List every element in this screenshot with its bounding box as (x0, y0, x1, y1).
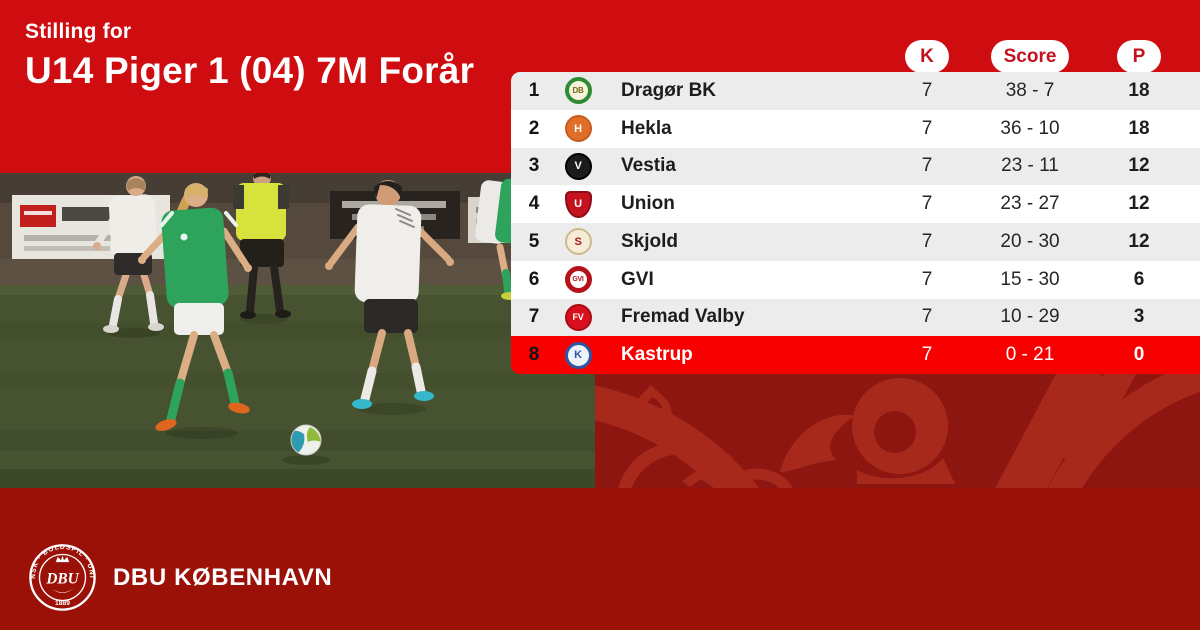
org-name: DBU KØBENHAVN (113, 563, 333, 591)
team-name: Skjold (621, 230, 679, 252)
points: 18 (1128, 117, 1150, 139)
points: 12 (1128, 155, 1150, 177)
standings-table: 1 DB Dragør BK 7 38 - 7 18 2 H Hekla 7 36 - 10 18 3 V… (511, 72, 1200, 374)
points: 12 (1128, 230, 1150, 252)
team-name: GVI (621, 268, 654, 290)
rank: 4 (528, 193, 540, 215)
football (290, 424, 322, 456)
bottom-red-band (0, 488, 1200, 630)
points: 3 (1133, 306, 1145, 328)
match-photo (0, 173, 595, 488)
club-logo-wrap: K (557, 341, 599, 369)
dbu-crest-logo: DANSK · BOLDSPIL · UNION DBU 1889 (28, 543, 96, 611)
matches-played: 7 (921, 193, 933, 215)
matches-played: 7 (921, 79, 933, 101)
goal-score: 23 - 27 (1000, 193, 1060, 215)
club-logo-wrap: DB (557, 77, 599, 105)
team-name: Kastrup (621, 344, 693, 366)
table-row: 8 K Kastrup 7 0 - 21 0 (511, 336, 1200, 374)
goal-score: 10 - 29 (1000, 306, 1060, 328)
club-logo-wrap: S (557, 228, 599, 256)
column-header-k: K (905, 40, 949, 73)
goal-score: 23 - 11 (1001, 155, 1059, 177)
table-row: 7 FV Fremad Valby 7 10 - 29 3 (511, 298, 1200, 337)
club-logo-fremad-valby-icon: FV (564, 303, 592, 331)
player-green-main (138, 183, 252, 431)
club-logo-wrap: U (557, 190, 599, 218)
rank: 6 (528, 268, 540, 290)
matches-played: 7 (921, 344, 933, 366)
goal-score: 0 - 21 (1005, 344, 1055, 366)
subtitle: Stilling for (25, 20, 132, 43)
club-logo-vestia-icon: V (564, 152, 592, 180)
club-logo-wrap: H (557, 115, 599, 143)
matches-played: 7 (921, 306, 933, 328)
club-logo-skjold-icon: S (564, 228, 592, 256)
team-name: Vestia (621, 155, 676, 177)
club-logo-wrap: FV (557, 303, 599, 331)
rank: 7 (528, 306, 540, 328)
matches-played: 7 (921, 230, 933, 252)
table-row: 5 S Skjold 7 20 - 30 12 (511, 223, 1200, 261)
club-logo-wrap: V (557, 152, 599, 180)
club-logo-gvi-icon: GVI (564, 266, 592, 294)
rank: 3 (528, 155, 540, 177)
goal-score: 20 - 30 (1000, 230, 1060, 252)
points: 0 (1133, 344, 1145, 366)
club-logo-dragor-bk-icon: DB (564, 77, 592, 105)
team-name: Dragør BK (621, 79, 717, 101)
table-row: 6 GVI GVI 7 15 - 30 6 (511, 260, 1200, 299)
matches-played: 7 (921, 268, 933, 290)
crest-wings-icon (51, 589, 74, 593)
points: 12 (1128, 193, 1150, 215)
dbu-crest-watermark: D A (595, 374, 1200, 488)
table-row: 1 DB Dragør BK 7 38 - 7 18 (511, 72, 1200, 110)
rank: 5 (528, 230, 540, 252)
column-header-score: Score (991, 40, 1069, 73)
team-name: Hekla (621, 117, 672, 139)
club-logo-kastrup-icon: K (564, 341, 592, 369)
crest-center-text: DBU (45, 570, 79, 587)
standings-rows: 1 DB Dragør BK 7 38 - 7 18 2 H Hekla 7 36 - 10 18 3 V… (511, 72, 1200, 374)
table-row: 3 V Vestia 7 23 - 11 12 (511, 147, 1200, 186)
points: 6 (1133, 268, 1145, 290)
crest-year: 1889 (55, 600, 70, 607)
player-white-right (325, 180, 454, 409)
footer: DANSK · BOLDSPIL · UNION DBU 1889 DBU KØ… (28, 543, 332, 612)
club-logo-hekla-icon: H (564, 115, 592, 143)
table-row: 2 H Hekla 7 36 - 10 18 (511, 109, 1200, 148)
rank: 2 (528, 117, 540, 139)
team-name: Fremad Valby (621, 306, 745, 328)
table-row: 4 U Union 7 23 - 27 12 (511, 185, 1200, 223)
table-header: K Score P (511, 40, 1200, 73)
referee (233, 173, 291, 319)
club-logo-wrap: GVI (557, 266, 599, 294)
column-header-p: P (1117, 40, 1161, 73)
crest-crown-icon (55, 555, 70, 563)
rank: 1 (528, 79, 540, 101)
goal-score: 38 - 7 (1005, 79, 1055, 101)
watermark-band: D A (595, 374, 1200, 488)
club-logo-union-icon: U (564, 190, 592, 218)
points: 18 (1128, 79, 1150, 101)
matches-played: 7 (921, 117, 933, 139)
rank: 8 (528, 344, 540, 366)
matches-played: 7 (921, 155, 933, 177)
goal-score: 15 - 30 (1000, 268, 1060, 290)
page-title: U14 Piger 1 (04) 7M Forår (25, 50, 475, 91)
team-name: Union (621, 193, 675, 215)
goal-score: 36 - 10 (1000, 117, 1060, 139)
title-block: Stilling for U14 Piger 1 (04) 7M Forår (25, 20, 474, 92)
